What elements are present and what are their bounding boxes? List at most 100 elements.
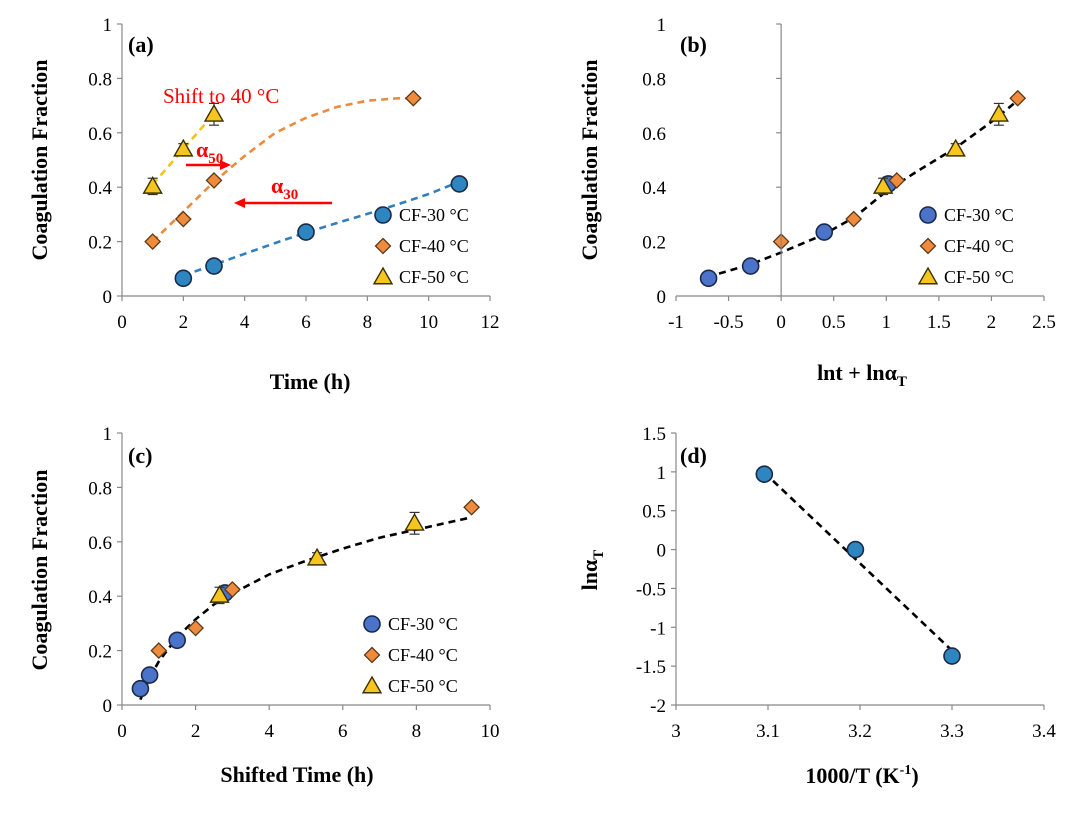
panel-d-x-axis-title-sup: -1 (900, 763, 912, 778)
legend-marker-diamond (374, 237, 392, 255)
legend-item: CF-30 °C (363, 614, 458, 634)
panel-b-master-curve-log: 0 0.2 0.4 0.6 0.8 1 -1 -0.5 0 0.5 1 1.5 2 2.5 (b) ln… (577, 15, 1056, 390)
x-tick-label: 3 (671, 721, 681, 742)
data-point-diamond (845, 210, 863, 228)
legend-item: CF-40 °C (919, 236, 1014, 256)
y-tick-label: 1 (103, 424, 113, 445)
y-tick-label: 1 (657, 15, 667, 36)
legend-label: CF-50 °C (944, 267, 1014, 287)
legend-label: CF-40 °C (388, 645, 458, 665)
legend-marker-diamond (919, 237, 937, 255)
legend-marker-circle (919, 206, 937, 224)
fit-line (707, 97, 1021, 279)
x-tick-label: 4 (264, 721, 274, 742)
legend-item: CF-40 °C (363, 645, 458, 665)
panel-a-label: (a) (128, 32, 154, 57)
legend-label: CF-30 °C (399, 205, 469, 225)
x-tick-label: 1.5 (927, 312, 951, 333)
y-tick-label: 0 (657, 287, 667, 308)
data-point-diamond (888, 171, 906, 189)
data-point-diamond (404, 89, 422, 107)
panel-a-shift-annotation: Shift to 40 °C (163, 84, 279, 108)
x-tick-label: 0 (117, 721, 127, 742)
legend-item: CF-30 °C (374, 205, 469, 225)
x-tick-label: -1 (668, 312, 684, 333)
panel-c-fit-lines (139, 516, 472, 701)
panel-a-legend: CF-30 °C CF-40 °C CF-50 °C (372, 205, 469, 287)
panel-c-data-points (131, 498, 481, 698)
x-tick-label: 10 (481, 721, 500, 742)
data-point-circle (943, 647, 961, 665)
y-tick-label: 0.8 (642, 69, 666, 90)
panel-a-y-axis-title: Coagulation Fraction (27, 59, 52, 260)
legend-marker-triangle (361, 675, 383, 694)
legend-label: CF-40 °C (399, 236, 469, 256)
x-tick-label: 12 (481, 312, 500, 333)
x-tick-label: 3.1 (756, 721, 780, 742)
data-point-circle (699, 269, 718, 288)
legend-label: CF-50 °C (399, 267, 469, 287)
y-tick-label: 0.5 (642, 502, 666, 523)
y-tick-label: 1.5 (642, 424, 666, 445)
x-tick-label: 6 (301, 312, 311, 333)
panel-b-y-tick-labels: 0 0.2 0.4 0.6 0.8 1 (642, 15, 782, 308)
panel-d-y-axis-title-sub: T (591, 550, 607, 560)
panel-c-x-axis-title: Shifted Time (h) (220, 762, 373, 787)
data-point-triangle (142, 175, 163, 194)
panel-d-x-tick-labels: 3 3.1 3.2 3.3 3.4 (671, 705, 1056, 742)
x-tick-label: 3.2 (848, 721, 872, 742)
x-tick-label: 2 (179, 312, 189, 333)
x-tick-label: 2 (987, 312, 997, 333)
y-tick-label: -0.5 (636, 579, 666, 600)
legend-item: CF-40 °C (374, 236, 469, 256)
data-point-diamond (144, 233, 162, 251)
data-point-circle (741, 257, 760, 275)
y-tick-label: -1 (650, 618, 666, 639)
x-tick-label: 1 (882, 312, 892, 333)
panel-b-x-axis-title: lnt + lnαT (817, 360, 907, 390)
y-tick-label: 0 (103, 287, 113, 308)
data-point-circle (168, 631, 186, 650)
legend-marker-circle (363, 615, 381, 633)
data-point-triangle (404, 512, 425, 531)
y-tick-label: 1 (103, 15, 113, 36)
panel-b-x-tick-labels: -1 -0.5 0 0.5 1 1.5 2 2.5 (668, 296, 1056, 333)
y-tick-label: -2 (650, 696, 666, 717)
x-tick-label: 0.5 (822, 312, 846, 333)
legend-item: CF-50 °C (372, 266, 469, 287)
data-point-circle (140, 666, 159, 684)
data-point-circle (815, 223, 834, 241)
legend-item: CF-30 °C (919, 205, 1014, 225)
panel-b-data-points (699, 89, 1027, 288)
panel-d-y-axis-title: lnαT (577, 550, 607, 591)
x-tick-label: 0 (776, 312, 786, 333)
panel-a-x-axis-title: Time (h) (270, 369, 351, 394)
y-tick-label: 1 (657, 463, 667, 484)
y-tick-label: -1.5 (636, 657, 666, 678)
data-point-diamond (223, 580, 241, 598)
panel-c-shifted-time: 0 0.2 0.4 0.6 0.8 1 0 2 4 6 8 10 (c) Shifted Time … (27, 424, 500, 787)
x-tick-label: 3.4 (1032, 721, 1056, 742)
fit-line (763, 471, 953, 652)
data-point-diamond (187, 619, 205, 637)
y-tick-label: 0.8 (88, 478, 112, 499)
legend-marker-circle (374, 206, 392, 224)
legend-label: CF-40 °C (944, 236, 1014, 256)
data-point-triangle (872, 175, 894, 194)
x-tick-label: 2.5 (1032, 312, 1056, 333)
panel-d-data-points (755, 465, 961, 665)
panel-a-coagulation-vs-time: 0 0.2 0.4 0.6 0.8 1 0 2 4 6 8 10 12 (a) Time (h) Co… (27, 15, 500, 394)
data-point-triangle (209, 584, 230, 603)
panel-a-alpha30-sub: 30 (283, 187, 298, 203)
panel-d-x-axis-title: 1000/T (K-1) (805, 763, 918, 788)
panel-d-y-axis-title-base: lnα (577, 559, 602, 590)
legend-item: CF-50 °C (917, 266, 1014, 287)
data-point-triangle (203, 103, 225, 122)
data-point-circle (755, 465, 774, 483)
x-tick-label: 10 (419, 312, 438, 333)
panel-d-fit-lines (763, 471, 953, 652)
y-tick-label: 0 (657, 541, 667, 562)
panel-d-label: (d) (680, 443, 707, 468)
panel-b-x-axis-title-base: lnt + lnα (817, 360, 898, 385)
y-tick-label: 0.4 (88, 587, 112, 608)
